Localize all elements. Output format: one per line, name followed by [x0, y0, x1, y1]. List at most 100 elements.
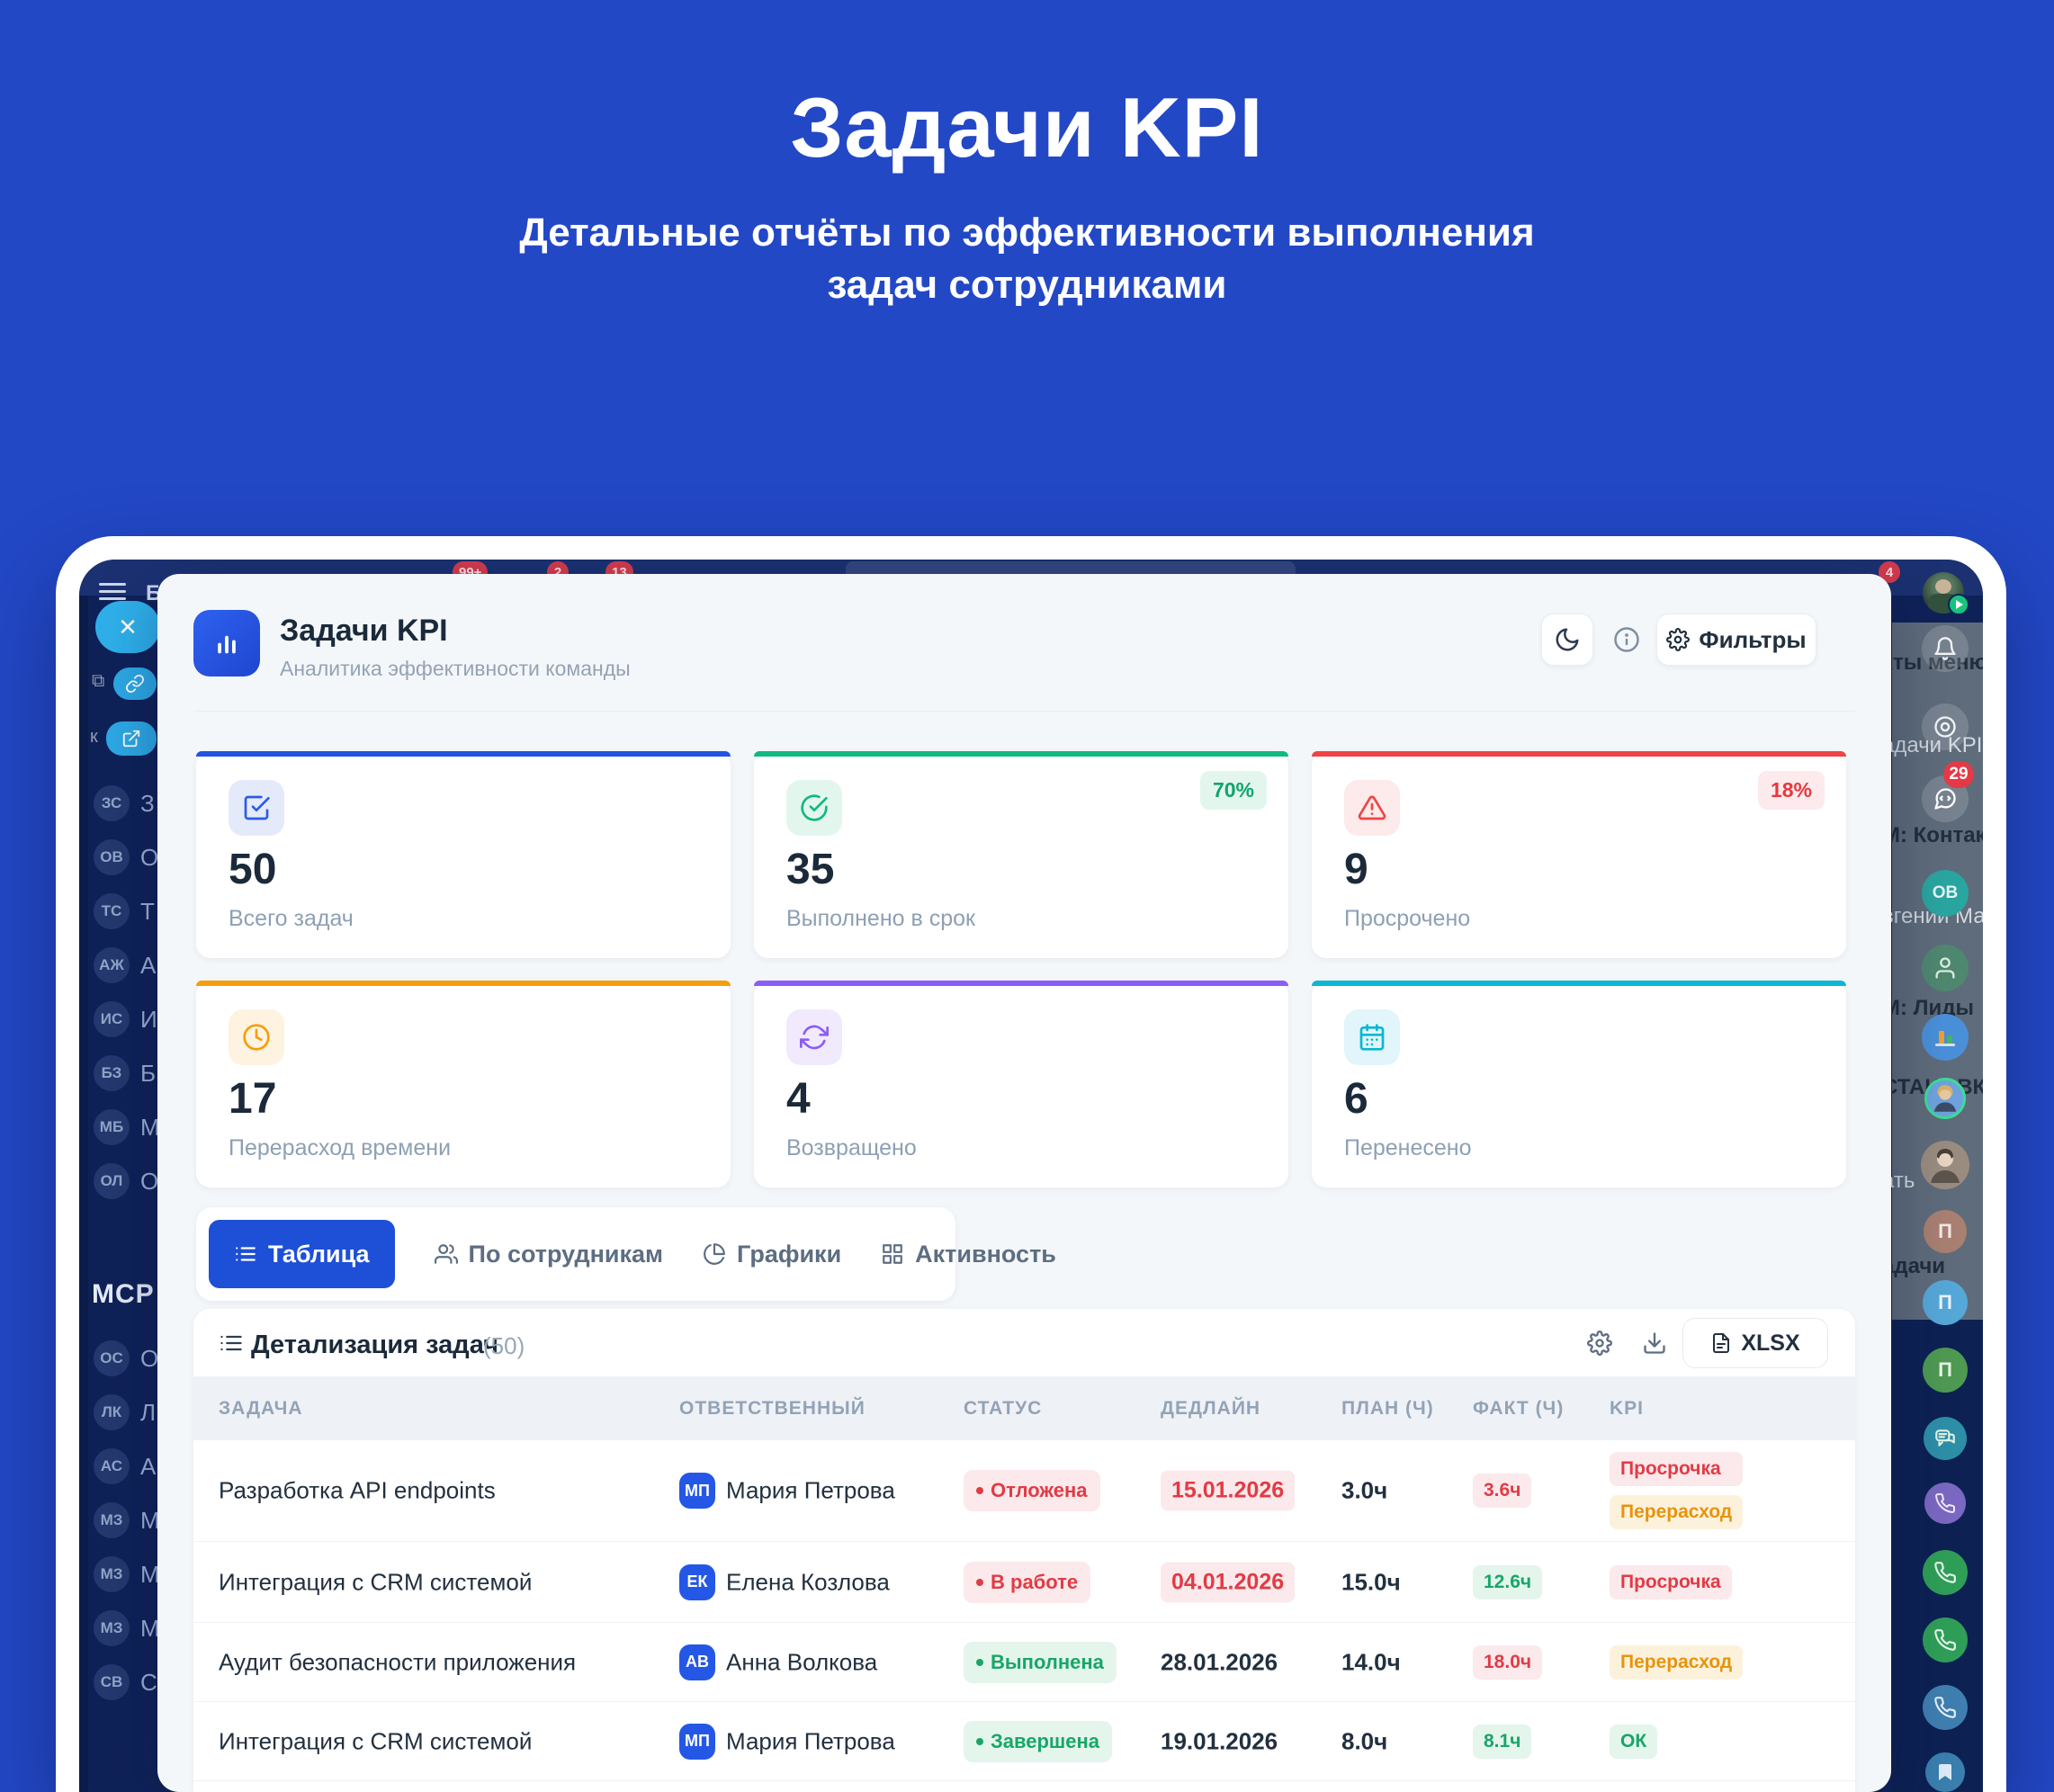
viber-call-button[interactable]: [1924, 1483, 1966, 1524]
menu-burger-icon[interactable]: [99, 583, 126, 601]
whatsapp-call-button[interactable]: [1923, 1550, 1968, 1595]
crm-logo: МСР: [92, 1279, 155, 1309]
man-avatar[interactable]: [1921, 1141, 1969, 1189]
phone-icon: [1934, 1562, 1956, 1583]
sidebar-contact[interactable]: МЗ М: [94, 1610, 160, 1646]
kpi-status-chip: Перерасход: [1610, 1644, 1744, 1680]
sidebar-contact[interactable]: ТС Т: [94, 893, 155, 929]
right-panel-label: адачи KPI: [1882, 733, 1983, 757]
sidebar-contact[interactable]: ОЛ О: [94, 1163, 158, 1199]
hero-subtitle-line2: задач сотрудниками: [827, 263, 1227, 307]
calendar-icon: [1359, 1024, 1385, 1051]
alert-triangle-icon: [1358, 795, 1386, 820]
sidebar-contact[interactable]: БЗ Б: [94, 1055, 156, 1091]
sidebar-contact[interactable]: АС А: [94, 1448, 156, 1484]
plan-hours: 14.0ч: [1341, 1648, 1401, 1675]
fact-hours: 8.1ч: [1473, 1724, 1532, 1759]
notifications-button[interactable]: [1922, 625, 1969, 672]
contact-name: С: [140, 1668, 157, 1696]
link-button[interactable]: [113, 668, 157, 700]
contact-initials: ИС: [94, 1001, 130, 1037]
close-sidebar-button[interactable]: ✕: [95, 601, 160, 653]
kpi-value: 17: [229, 1075, 277, 1123]
kpi-value: 9: [1344, 846, 1368, 893]
contact-initials: П: [1938, 1358, 1952, 1381]
contact-initials: МЗ: [94, 1556, 130, 1592]
task-name: Интеграция с CRM системой: [219, 1727, 533, 1754]
right-panel-label: М: Контакт: [1882, 823, 1983, 847]
kpi-percent-badge: 70%: [1199, 771, 1267, 810]
contact-name: О: [140, 1344, 159, 1372]
table-row[interactable]: Интеграция с CRM системой ЕК Елена Козлова…: [193, 1541, 1855, 1622]
table-row[interactable]: Разработка API endpoints МП Мария Петрова О…: [193, 1439, 1855, 1541]
contact-name: Б: [140, 1059, 157, 1087]
tab-grid[interactable]: Активность: [881, 1241, 1056, 1268]
export-xlsx-button[interactable]: XLSX: [1682, 1318, 1828, 1368]
sidebar-contact[interactable]: ИС И: [94, 1001, 157, 1037]
key-letter: к: [90, 727, 98, 747]
table-row[interactable]: Аудит безопасности приложения АВ Анна Волк…: [193, 1622, 1855, 1701]
contact-initials: ОС: [94, 1340, 130, 1376]
contact-initials: ОВ: [1932, 883, 1959, 902]
kpi-value: 4: [786, 1075, 811, 1123]
moon-icon: [1556, 628, 1579, 651]
link-icon: [125, 674, 145, 694]
page-title: Задачи KPI: [280, 614, 448, 648]
sidebar-contact[interactable]: МБ М: [94, 1109, 160, 1145]
contact-initials: ЗС: [94, 785, 130, 821]
download-icon[interactable]: [1642, 1331, 1667, 1356]
app-window: 99+ 2 13 4 Б ✕ ⧉ к ЗС З ОВ О ТС Т АЖ А ИС И БЗ Б МБ М ОЛ О…: [56, 536, 2006, 1792]
sidebar-contact[interactable]: ЗС З: [94, 785, 155, 821]
hero-section: Задачи KPI Детальные отчёты по эффективн…: [0, 0, 2054, 311]
sidebar-contact[interactable]: ОС О: [94, 1340, 158, 1376]
filters-button[interactable]: Фильтры: [1656, 614, 1816, 666]
assignee-name: Мария Петрова: [726, 1476, 895, 1504]
bookmark-button[interactable]: [1925, 1752, 1965, 1792]
chat-unread-badge: 29: [1943, 761, 1974, 788]
assignee-name: Мария Петрова: [726, 1727, 895, 1754]
tab-pie[interactable]: Графики: [703, 1241, 841, 1268]
contact-avatar[interactable]: П: [1923, 1280, 1968, 1325]
contact-initials: ЛК: [94, 1394, 130, 1430]
list-icon: [236, 1247, 256, 1261]
contact-avatar[interactable]: П: [1923, 1348, 1968, 1393]
table-panel-header: Детализация задач (50) XLSX: [193, 1309, 1855, 1376]
sidebar-contact[interactable]: СВ С: [94, 1664, 157, 1700]
clock-icon: [243, 1024, 270, 1051]
play-status-icon: [1948, 594, 1969, 615]
sidebar-contact[interactable]: АЖ А: [94, 947, 156, 983]
phone-call-button[interactable]: [1923, 1685, 1968, 1730]
table-row[interactable]: Интеграция с CRM системой МП Мария Петрова…: [193, 1701, 1855, 1780]
man-avatar-icon: [1931, 1149, 1960, 1183]
contact-initials: П: [1938, 1220, 1952, 1242]
sidebar-contact[interactable]: ОВ О: [94, 839, 158, 875]
contact-name: О: [140, 1167, 159, 1195]
setup-chart-button[interactable]: [1922, 1014, 1969, 1061]
kpi-chips: ОК: [1610, 1724, 1658, 1759]
sidebar-contact[interactable]: ЛК Л: [94, 1394, 156, 1430]
contact-avatar[interactable]: ОВ: [1922, 870, 1969, 917]
dark-mode-toggle[interactable]: [1541, 614, 1593, 666]
grid-icon: [883, 1244, 903, 1264]
woman-avatar[interactable]: [1924, 1078, 1966, 1119]
external-link-button[interactable]: [106, 721, 157, 756]
contact-name: А: [140, 951, 157, 979]
info-button[interactable]: [1613, 626, 1640, 653]
messenger-button[interactable]: [1924, 1417, 1967, 1460]
kpi-module-button[interactable]: [1922, 703, 1969, 750]
tasks-avatar[interactable]: П: [1924, 1210, 1967, 1253]
leads-module-button[interactable]: [1922, 945, 1969, 991]
column-header: ФАКТ (Ч): [1473, 1398, 1565, 1419]
table-settings-icon[interactable]: [1587, 1331, 1612, 1356]
whatsapp-call-button[interactable]: [1923, 1617, 1968, 1662]
deadline-value: 04.01.2026: [1161, 1562, 1296, 1602]
sidebar-contact[interactable]: МЗ М: [94, 1556, 160, 1592]
tab-list[interactable]: Таблица: [209, 1220, 395, 1288]
sidebar-contact[interactable]: МЗ М: [94, 1502, 160, 1538]
kpi-label: Всего задач: [229, 906, 354, 931]
contact-initials: ОВ: [94, 839, 130, 875]
tab-users[interactable]: По сотрудникам: [434, 1241, 663, 1268]
bell-icon: [1934, 637, 1956, 660]
sidebar-rail: [79, 596, 88, 1792]
status-badge: Завершена: [964, 1720, 1113, 1762]
